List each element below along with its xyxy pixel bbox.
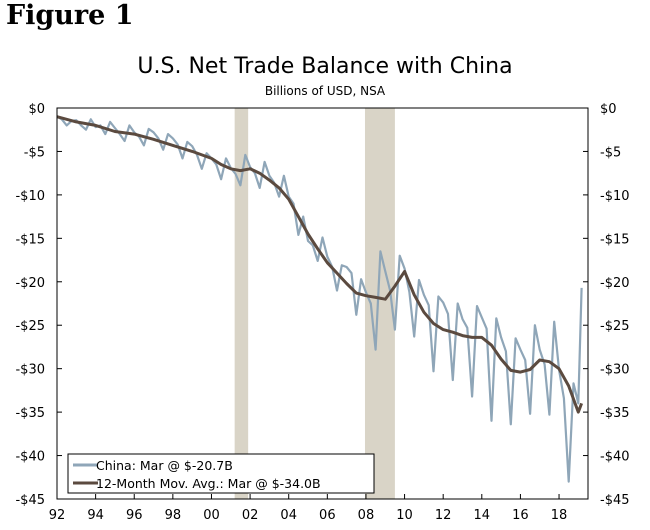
y-tick-label-left: -$5: [24, 145, 45, 160]
x-tick-label: 04: [280, 508, 297, 523]
x-tick-label: 06: [319, 508, 336, 523]
y-tick-label-left: -$35: [15, 406, 45, 421]
y-tick-label-left: -$15: [15, 232, 45, 247]
y-tick-label-right: -$30: [600, 363, 630, 378]
y-tick-label-left: -$25: [15, 319, 45, 334]
y-tick-label-right: -$20: [600, 276, 630, 291]
plot-frame: [56, 107, 589, 500]
y-tick-label-right: -$15: [600, 232, 630, 247]
series-line-moving-average: [56, 115, 584, 414]
x-tick-label: 08: [358, 508, 375, 523]
y-tick-label-right: -$5: [600, 145, 621, 160]
recession-band-1: [364, 108, 395, 499]
x-tick-label: 14: [474, 508, 491, 523]
chart-title: U.S. Net Trade Balance with China: [137, 54, 513, 79]
figure-label: Figure 1: [6, 0, 134, 31]
legend: China: Mar @ $-20.7B 12-Month Mov. Avg.:…: [67, 453, 375, 494]
series-line-china: [56, 115, 583, 483]
y-tick-label-left: -$10: [15, 189, 45, 204]
y-tick-label-left: -$45: [15, 493, 45, 508]
legend-box: [67, 453, 375, 494]
chart-subtitle: Billions of USD, NSA: [264, 84, 386, 98]
y-tick-label-right: -$35: [600, 406, 630, 421]
y-tick-label-left: -$30: [15, 363, 45, 378]
series-lines: [56, 115, 584, 483]
x-tick-label: 94: [87, 508, 104, 523]
x-tick-label: 18: [551, 508, 568, 523]
y-tick-label-left: -$40: [15, 450, 45, 465]
y-tick-label-right: $0: [600, 102, 617, 117]
x-tick-label: 00: [203, 508, 220, 523]
y-tick-label-right: -$45: [600, 493, 630, 508]
recession-band-0: [234, 108, 249, 499]
x-tick-label: 10: [396, 508, 413, 523]
x-tick-label: 98: [165, 508, 182, 523]
y-tick-label-left: -$20: [15, 276, 45, 291]
y-tick-label-right: -$25: [600, 319, 630, 334]
x-tick-label: 96: [126, 508, 143, 523]
y-tick-label-left: $0: [28, 102, 45, 117]
y-tick-label-right: -$10: [600, 189, 630, 204]
axis-ticks: $0 $0 -$5 -$5 -$10 -$10 -$15 -$15 -$20 -$20 -$25 -$…: [15, 102, 629, 523]
legend-label-china: China: Mar @ $-20.7B: [96, 458, 233, 473]
legend-label-moving-average: 12-Month Mov. Avg.: Mar @ $-34.0B: [96, 476, 321, 491]
x-tick-label: 02: [242, 508, 259, 523]
x-tick-label: 12: [435, 508, 452, 523]
x-tick-label: 16: [512, 508, 529, 523]
y-tick-label-right: -$40: [600, 450, 630, 465]
x-tick-label: 92: [49, 508, 66, 523]
